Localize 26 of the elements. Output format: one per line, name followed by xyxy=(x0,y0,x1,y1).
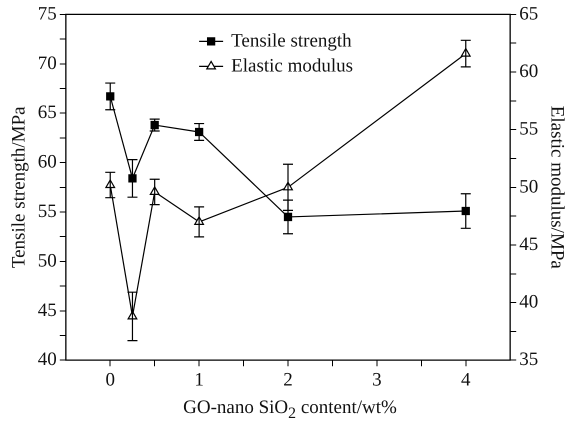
legend-label: Elastic modulus xyxy=(231,55,354,76)
y-tick-label: 75 xyxy=(38,3,57,24)
y2-tick-label: 40 xyxy=(519,292,538,313)
x-tick-label: 1 xyxy=(194,370,204,391)
y-tick-label: 70 xyxy=(38,52,57,74)
x-tick-label: 0 xyxy=(105,370,115,391)
point xyxy=(194,128,204,136)
y-tick-label: 45 xyxy=(38,300,57,321)
y-tick-label: 55 xyxy=(38,200,57,222)
y-tick-label: 60 xyxy=(38,152,57,173)
x-tick-label: 4 xyxy=(461,370,472,391)
x-tick-label: 2 xyxy=(283,370,293,391)
y-tick-label: 50 xyxy=(38,250,57,272)
y-tick-label: 40 xyxy=(38,349,57,370)
y2-axis-title: Elastic modulus/MPa xyxy=(546,106,568,270)
y2-tick-label: 35 xyxy=(519,349,538,370)
y2-tick-label: 65 xyxy=(519,3,538,24)
y2-tick-label: 60 xyxy=(519,61,538,82)
legend-label: Tensile strength xyxy=(231,30,352,52)
y2-tick-label: 55 xyxy=(519,118,538,140)
x-axis-title: GO-nano SiO$_{2}$ content/wt% xyxy=(182,397,398,423)
y2-tick-label: 45 xyxy=(519,234,538,255)
x-tick-label: 3 xyxy=(372,370,382,391)
y2-tick-label: 50 xyxy=(519,176,538,198)
y-axis-title: Tensile strength/MPa xyxy=(8,106,30,268)
y-tick-label: 65 xyxy=(38,102,57,124)
